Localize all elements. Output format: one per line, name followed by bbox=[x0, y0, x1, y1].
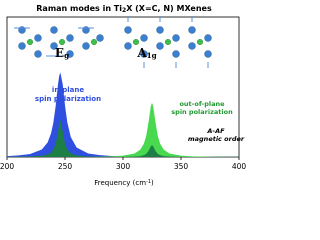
annotation-text: A bbox=[136, 46, 147, 60]
structure-illustrations bbox=[14, 16, 212, 68]
annotation-text: A-AF bbox=[206, 127, 225, 135]
chart-title: Raman modes in Ti2X (X=C, N) MXenes bbox=[36, 4, 212, 14]
annotation-text: E bbox=[55, 46, 64, 60]
annotation-text: out-of-plane bbox=[179, 100, 225, 108]
annotation-text: spin polarization bbox=[35, 95, 101, 103]
page: {"chart_data":{"type":"area", "title_par… bbox=[0, 3, 247, 188]
x-tick-label: 300 bbox=[116, 162, 131, 171]
x-tick-label: 200 bbox=[0, 162, 14, 171]
annotation-text: spin polarization bbox=[171, 108, 233, 116]
annotation: Eg bbox=[55, 46, 69, 61]
annotation-sub: 1g bbox=[147, 51, 157, 60]
annotation-text: in-plane bbox=[52, 86, 84, 94]
annotation: A1g bbox=[136, 46, 156, 61]
x-tick-label: 400 bbox=[232, 162, 247, 171]
series-group bbox=[14, 16, 209, 68]
x-tick-label: 250 bbox=[58, 162, 73, 171]
annotation-text: magnetic order bbox=[188, 135, 245, 143]
spectrum-area bbox=[7, 72, 239, 157]
annotation: out-of-plane bbox=[179, 100, 225, 108]
annotation: magnetic order bbox=[188, 135, 245, 143]
spectrum-area bbox=[7, 120, 239, 157]
x-tick-label: 350 bbox=[174, 162, 189, 171]
annotation: spin polarization bbox=[35, 95, 101, 103]
x-axis-label: Frequency (cm-1) bbox=[94, 179, 154, 188]
chart: Raman modes in Ti2X (X=C, N) MXenes Freq… bbox=[0, 4, 247, 188]
annotation: A-AF bbox=[206, 127, 225, 135]
series-group bbox=[7, 120, 239, 157]
annotation: spin polarization bbox=[171, 108, 233, 116]
series-group bbox=[7, 72, 239, 157]
series-group bbox=[27, 39, 203, 46]
annotation: in-plane bbox=[52, 86, 84, 94]
series-group bbox=[18, 26, 212, 58]
annotation-sub: g bbox=[64, 51, 69, 60]
